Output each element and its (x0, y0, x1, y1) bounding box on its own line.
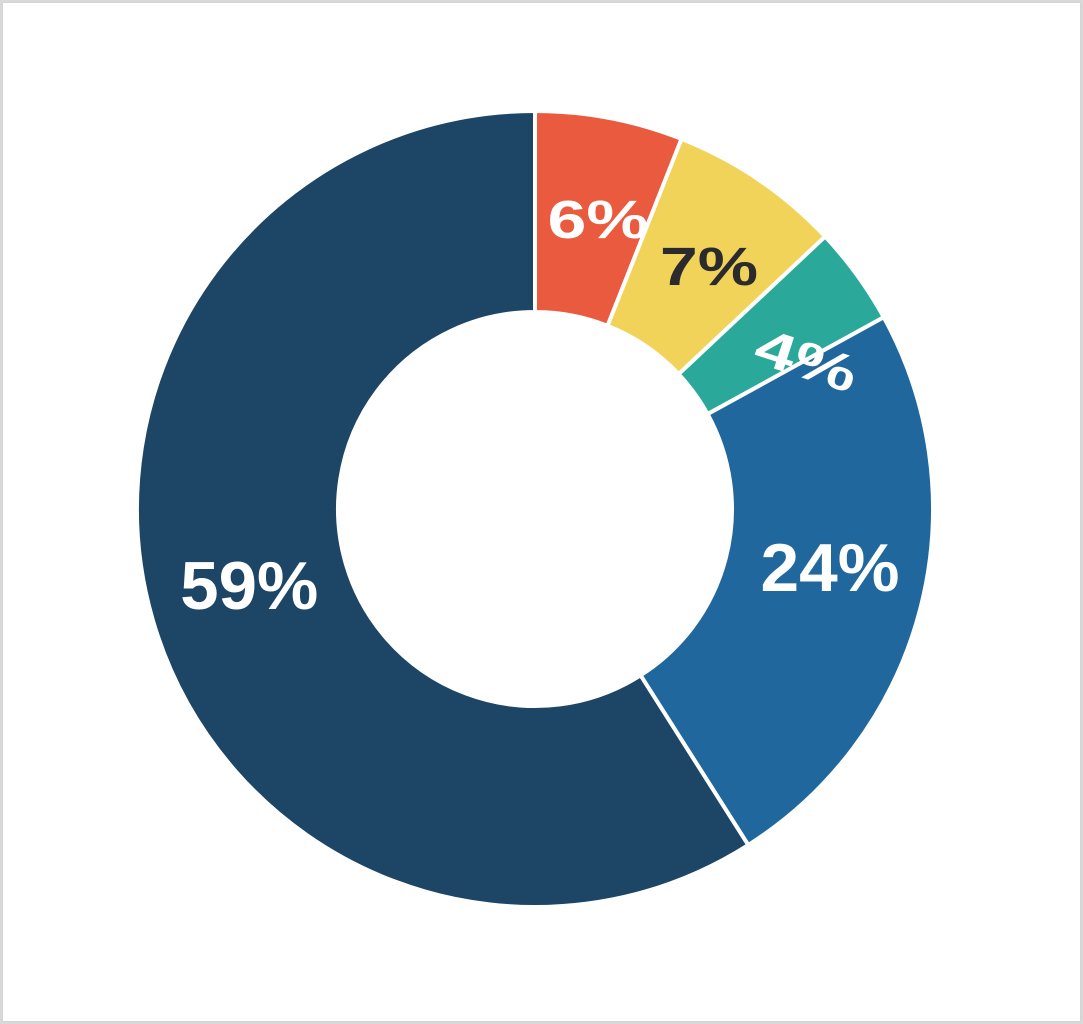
svg-text:6%: 6% (548, 190, 649, 250)
svg-text:59%: 59% (180, 548, 318, 624)
svg-text:24%: 24% (761, 530, 900, 606)
svg-text:7%: 7% (660, 237, 758, 297)
